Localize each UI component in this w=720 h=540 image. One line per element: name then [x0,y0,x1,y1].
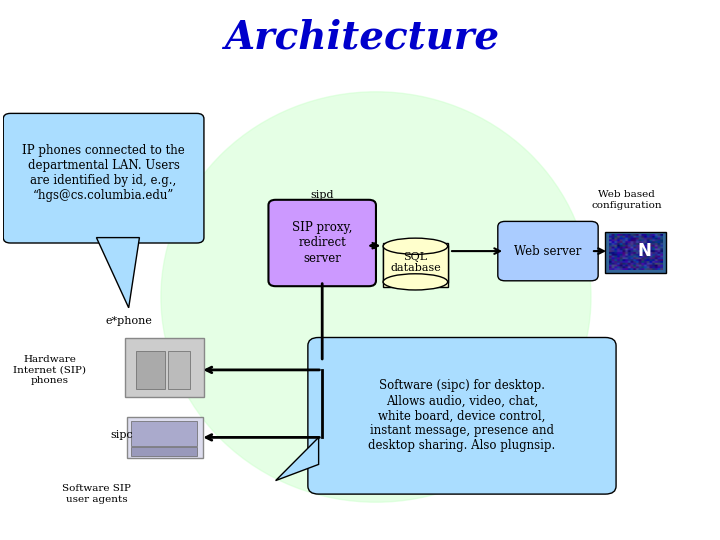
Text: Software SIP
user agents: Software SIP user agents [62,484,131,504]
Text: Architecture: Architecture [224,19,499,57]
FancyBboxPatch shape [383,246,448,282]
Text: e*phone: e*phone [105,316,152,326]
FancyBboxPatch shape [127,417,202,458]
Ellipse shape [383,274,448,290]
Polygon shape [276,437,319,481]
Ellipse shape [161,92,591,502]
FancyBboxPatch shape [168,351,189,389]
FancyBboxPatch shape [131,447,197,456]
Text: N: N [638,242,652,260]
Text: Hardware
Internet (SIP)
phones: Hardware Internet (SIP) phones [14,355,86,385]
FancyBboxPatch shape [383,243,448,287]
Text: Web server: Web server [514,245,582,258]
Text: IP phones connected to the
departmental LAN. Users
are identified by id, e.g.,
“: IP phones connected to the departmental … [22,144,185,202]
Text: Web based
configuration: Web based configuration [592,190,662,210]
FancyBboxPatch shape [308,338,616,494]
Text: SQL
database: SQL database [390,252,441,273]
FancyBboxPatch shape [125,338,204,397]
FancyBboxPatch shape [269,200,376,286]
Text: Software (sipc) for desktop.
Allows audio, video, chat,
white board, device cont: Software (sipc) for desktop. Allows audi… [369,379,556,453]
Text: SIP proxy,
redirect
server: SIP proxy, redirect server [292,221,352,265]
FancyBboxPatch shape [131,421,197,445]
FancyBboxPatch shape [606,232,666,273]
Text: sipc: sipc [110,430,133,440]
Text: sipd: sipd [310,190,334,200]
FancyBboxPatch shape [4,113,204,243]
FancyBboxPatch shape [498,221,598,281]
Ellipse shape [383,238,448,254]
Polygon shape [96,238,140,308]
FancyBboxPatch shape [136,351,165,389]
